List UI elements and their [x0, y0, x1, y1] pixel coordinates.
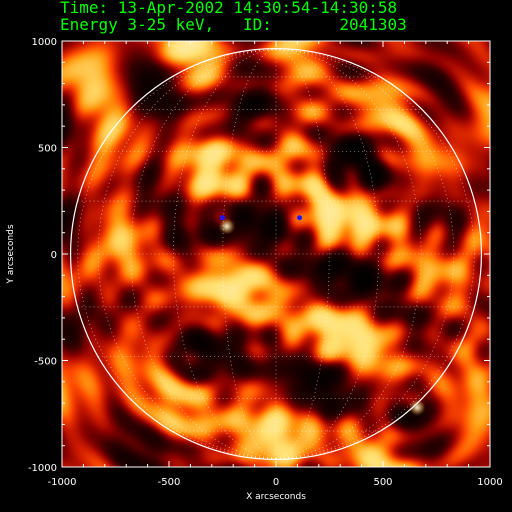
grid-longitude-line	[275, 49, 380, 459]
y-tick-label: 0	[51, 250, 57, 261]
axis-ticks: -1000 -500 0 500 1000 -1000 -500 0 500 1000	[28, 37, 503, 488]
header-time: Time: 13-Apr-2002 14:30:54-14:30:58	[60, 0, 398, 17]
grid-longitude-line	[172, 49, 277, 459]
grid-longitude-line	[130, 49, 277, 459]
grid-longitude-line	[97, 49, 277, 459]
x-tick-label: 1000	[477, 477, 502, 488]
grid-longitude-line	[275, 49, 330, 459]
y-tick-label: -1000	[28, 463, 57, 474]
negative-source-spot	[297, 215, 303, 221]
grid-longitude-line	[222, 49, 277, 459]
y-tick-label: 500	[38, 144, 57, 155]
grid-longitude-line	[275, 49, 422, 459]
y-tick-label: 1000	[32, 37, 57, 48]
header-energy-id: Energy 3-25 keV, ID: 2041303	[60, 15, 407, 34]
grid-longitude-line	[77, 49, 277, 459]
heliographic-grid	[70, 49, 482, 459]
negative-source-spot	[220, 215, 225, 221]
grid-longitude-line	[275, 49, 475, 459]
y-axis-title: Y arcseconds	[6, 224, 16, 284]
y-tick-label: -500	[34, 357, 57, 368]
grid-longitude-line	[275, 49, 455, 459]
x-tick-label: 0	[273, 477, 279, 488]
x-tick-label: 500	[373, 477, 392, 488]
x-tick-label: -1000	[47, 477, 76, 488]
x-axis-title: X arcseconds	[246, 492, 306, 502]
source-markers	[220, 215, 303, 221]
x-tick-label: -500	[158, 477, 181, 488]
solar-limb-circle	[69, 47, 483, 461]
